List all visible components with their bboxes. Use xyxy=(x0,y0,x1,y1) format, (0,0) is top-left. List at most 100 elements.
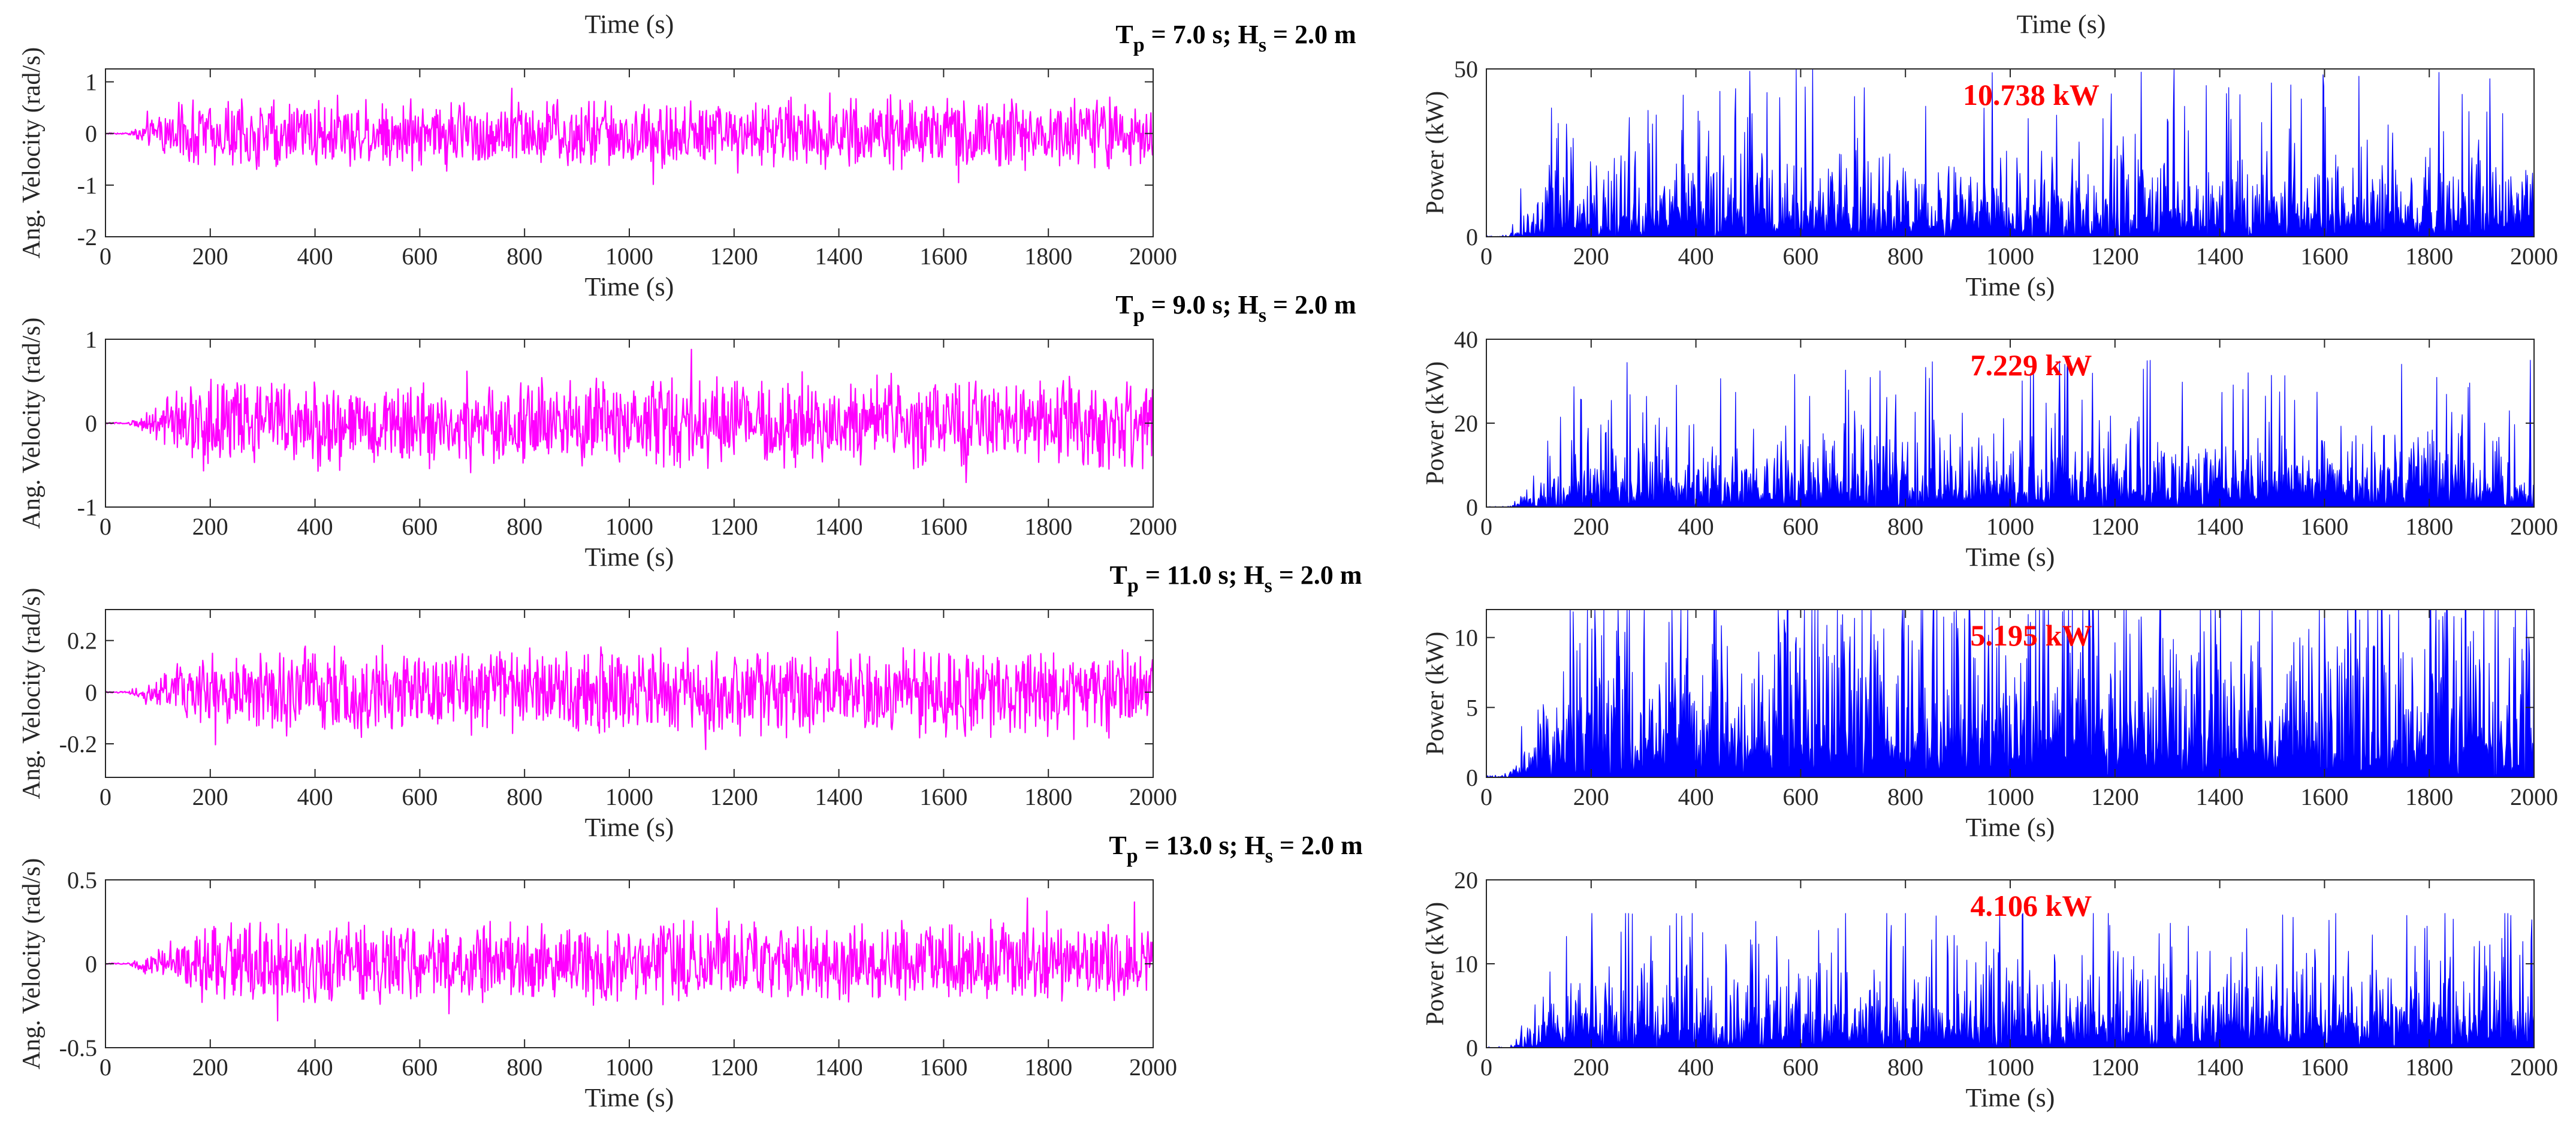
top-left-time-label: Time (s) xyxy=(585,10,674,39)
x-tick-label: 400 xyxy=(1678,1054,1714,1081)
x-tick-label: 2000 xyxy=(1129,513,1177,540)
x-tick-label: 2000 xyxy=(2510,783,2558,810)
panel-title: Tp = 7.0 s; Hs = 2.0 m xyxy=(1115,20,1356,56)
panel-1-power: 0 200 400 600 800 1000 1200 1400 1600 1800 2000 0 50… xyxy=(1115,20,2558,301)
x-tick-label: 0 xyxy=(1480,513,1492,540)
x-tick-label: 1600 xyxy=(919,783,967,810)
x-tick-label: 1000 xyxy=(1986,783,2034,810)
panel-3-power: 0 200 400 600 800 1000 1200 1400 1600 1800 2000 0 5 1… xyxy=(1110,560,2558,842)
x-tick-label: 1600 xyxy=(2300,1054,2348,1081)
y-tick-label: 10 xyxy=(1454,951,1478,978)
x-tick-label: 400 xyxy=(1678,513,1714,540)
x-tick-label: 0 xyxy=(99,783,111,810)
x-tick-label: 800 xyxy=(506,243,542,270)
y-axis-label: Ang. Velocity (rad/s) xyxy=(18,47,46,259)
y-tick-label: 1 xyxy=(85,69,97,96)
y-axis-label: Power (kW) xyxy=(1422,632,1449,755)
x-tick-label: 1200 xyxy=(2091,513,2139,540)
x-tick-label: 1400 xyxy=(2196,243,2244,270)
x-axis-label: Time (s) xyxy=(1966,542,2055,572)
x-tick-label: 600 xyxy=(402,783,438,810)
x-tick-label: 1800 xyxy=(2405,1054,2453,1081)
y-tick-label: 0.5 xyxy=(67,867,97,894)
y-tick-label: 50 xyxy=(1454,56,1478,83)
y-tick-label: -1 xyxy=(77,172,97,199)
y-tick-label: 0.2 xyxy=(67,628,97,655)
x-axis-label: Time (s) xyxy=(1966,813,2055,842)
x-tick-label: 200 xyxy=(192,243,228,270)
x-tick-label: 1600 xyxy=(919,243,967,270)
power-series-area xyxy=(1486,360,2535,508)
x-tick-label: 200 xyxy=(1573,243,1609,270)
y-tick-label: 0 xyxy=(85,120,97,147)
y-tick-label: 0 xyxy=(1466,224,1478,251)
y-tick-label: 40 xyxy=(1454,326,1478,353)
y-tick-label: 0 xyxy=(85,951,97,978)
x-tick-label: 1400 xyxy=(2196,1054,2244,1081)
panel-title: Tp = 13.0 s; Hs = 2.0 m xyxy=(1109,831,1362,867)
x-tick-label: 800 xyxy=(506,513,542,540)
x-tick-label: 0 xyxy=(1480,1054,1492,1081)
x-tick-label: 400 xyxy=(297,243,333,270)
y-tick-label: 0 xyxy=(85,679,97,706)
x-tick-label: 0 xyxy=(1480,243,1492,270)
x-tick-label: 2000 xyxy=(1129,1054,1177,1081)
velocity-series-line xyxy=(105,631,1154,750)
y-axis-label: Power (kW) xyxy=(1422,902,1449,1026)
x-tick-label: 1400 xyxy=(815,783,863,810)
panel-title: Tp = 11.0 s; Hs = 2.0 m xyxy=(1110,560,1362,597)
x-tick-label: 1000 xyxy=(605,243,653,270)
x-tick-label: 600 xyxy=(402,513,438,540)
panel-2-velocity: 0 200 400 600 800 1000 1200 1400 1600 1800 2000-10… xyxy=(18,318,1177,572)
panel-3-velocity: 0 200 400 600 800 1000 1200 1400 1600 1800 2000 -0.… xyxy=(18,588,1177,842)
x-axis-label: Time (s) xyxy=(585,813,674,842)
x-tick-label: 1200 xyxy=(710,783,758,810)
x-axis-label: Time (s) xyxy=(1966,272,2055,301)
x-tick-label: 200 xyxy=(1573,783,1609,810)
x-tick-label: 200 xyxy=(1573,1054,1609,1081)
x-axis-label: Time (s) xyxy=(585,272,674,301)
x-tick-label: 200 xyxy=(192,513,228,540)
x-tick-label: 600 xyxy=(402,243,438,270)
x-tick-label: 800 xyxy=(1887,1054,1923,1081)
y-tick-label: -0.5 xyxy=(59,1035,97,1061)
velocity-series-line xyxy=(105,348,1154,484)
x-tick-label: 400 xyxy=(1678,783,1714,810)
x-tick-label: 1800 xyxy=(1024,783,1072,810)
x-tick-label: 1200 xyxy=(710,1054,758,1081)
x-tick-label: 1400 xyxy=(815,243,863,270)
x-tick-label: 0 xyxy=(99,243,111,270)
x-tick-label: 1000 xyxy=(605,513,653,540)
mean-power-annotation: 4.106 kW xyxy=(1971,889,2092,922)
velocity-series-line xyxy=(105,897,1154,1022)
y-axis-label: Ang. Velocity (rad/s) xyxy=(18,588,46,800)
x-axis-label: Time (s) xyxy=(585,542,674,572)
x-tick-label: 800 xyxy=(1887,243,1923,270)
x-tick-label: 0 xyxy=(1480,783,1492,810)
x-tick-label: 200 xyxy=(192,1054,228,1081)
y-tick-label: -0.2 xyxy=(59,731,97,758)
x-tick-label: 0 xyxy=(99,513,111,540)
x-tick-label: 800 xyxy=(506,1054,542,1081)
x-tick-label: 1800 xyxy=(2405,243,2453,270)
x-tick-label: 1200 xyxy=(2091,1054,2139,1081)
x-tick-label: 1600 xyxy=(2300,783,2348,810)
x-tick-label: 1800 xyxy=(1024,1054,1072,1081)
x-tick-label: 400 xyxy=(297,513,333,540)
x-tick-label: 2000 xyxy=(2510,243,2558,270)
x-tick-label: 1600 xyxy=(919,1054,967,1081)
power-series-area xyxy=(1486,913,2535,1048)
top-right-time-label: Time (s) xyxy=(2017,10,2106,39)
mean-power-annotation: 10.738 kW xyxy=(1963,78,2100,111)
x-tick-label: 400 xyxy=(297,1054,333,1081)
velocity-series-line xyxy=(105,88,1154,185)
panel-1-velocity: 0 200 400 600 800 1000 1200 1400 1600 1800 2000 -2 -… xyxy=(18,47,1177,301)
x-tick-label: 0 xyxy=(99,1054,111,1081)
x-tick-label: 1400 xyxy=(815,513,863,540)
x-tick-label: 1000 xyxy=(1986,243,2034,270)
x-tick-label: 400 xyxy=(297,783,333,810)
x-tick-label: 1000 xyxy=(1986,513,2034,540)
y-tick-label: -2 xyxy=(77,224,97,251)
x-axis-label: Time (s) xyxy=(585,1083,674,1112)
y-axis-label: Power (kW) xyxy=(1422,91,1449,215)
